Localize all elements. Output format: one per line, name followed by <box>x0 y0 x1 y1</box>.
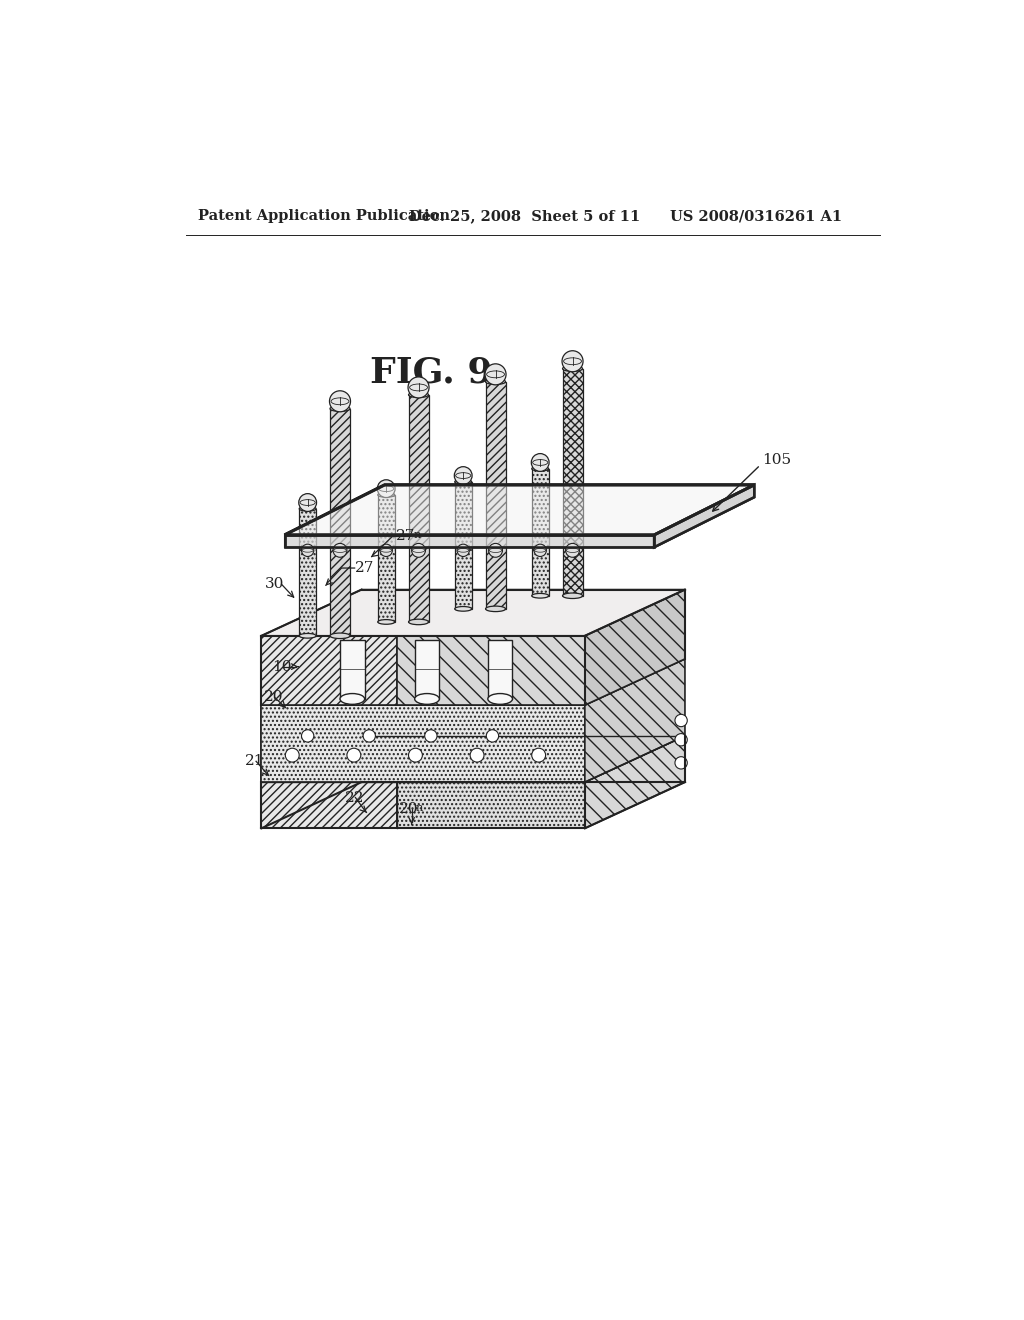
Circle shape <box>286 748 299 762</box>
Text: 21: 21 <box>246 754 265 768</box>
Bar <box>299 508 316 636</box>
Text: 20: 20 <box>398 803 418 816</box>
Text: Dec. 25, 2008  Sheet 5 of 11: Dec. 25, 2008 Sheet 5 of 11 <box>410 209 641 223</box>
Bar <box>487 640 512 700</box>
Text: n: n <box>416 803 423 813</box>
Polygon shape <box>261 636 397 705</box>
Circle shape <box>364 730 376 742</box>
Text: 27: 27 <box>355 561 375 576</box>
Circle shape <box>675 756 687 770</box>
Circle shape <box>330 391 350 412</box>
Circle shape <box>562 351 583 372</box>
Circle shape <box>531 454 549 471</box>
Circle shape <box>380 544 392 557</box>
Circle shape <box>485 364 506 385</box>
Ellipse shape <box>378 492 394 498</box>
Text: 20: 20 <box>264 690 284 705</box>
Polygon shape <box>397 636 585 705</box>
Bar <box>562 368 583 595</box>
Polygon shape <box>654 484 755 548</box>
Circle shape <box>377 479 395 498</box>
Ellipse shape <box>455 606 472 611</box>
Ellipse shape <box>455 479 472 484</box>
Text: n: n <box>413 529 421 540</box>
Polygon shape <box>285 484 755 535</box>
Polygon shape <box>285 535 654 548</box>
Polygon shape <box>397 781 585 829</box>
Polygon shape <box>261 737 685 781</box>
Text: Patent Application Publication: Patent Application Publication <box>199 209 451 223</box>
Circle shape <box>301 544 313 557</box>
Ellipse shape <box>485 379 506 384</box>
Ellipse shape <box>330 405 350 412</box>
Text: US 2008/0316261 A1: US 2008/0316261 A1 <box>670 209 842 223</box>
Bar <box>330 409 350 636</box>
Circle shape <box>675 734 687 746</box>
Circle shape <box>412 544 425 557</box>
Text: 105: 105 <box>762 453 792 467</box>
Circle shape <box>675 714 687 726</box>
Text: 27: 27 <box>396 529 416 543</box>
Circle shape <box>457 544 469 557</box>
Circle shape <box>425 730 437 742</box>
Bar <box>409 395 429 622</box>
Polygon shape <box>261 781 397 829</box>
Circle shape <box>333 544 347 557</box>
Polygon shape <box>285 535 654 548</box>
Circle shape <box>470 748 484 762</box>
Ellipse shape <box>487 693 512 705</box>
Text: 30: 30 <box>264 577 284 591</box>
Bar <box>531 469 549 595</box>
Bar <box>455 482 472 609</box>
Polygon shape <box>261 590 685 636</box>
Ellipse shape <box>562 593 583 598</box>
Ellipse shape <box>409 392 429 397</box>
Bar <box>485 381 506 609</box>
Bar <box>415 640 439 700</box>
Ellipse shape <box>562 366 583 371</box>
Text: 22: 22 <box>345 791 365 804</box>
Circle shape <box>408 378 429 397</box>
Polygon shape <box>261 705 397 781</box>
Bar <box>340 640 365 700</box>
Circle shape <box>486 730 499 742</box>
Ellipse shape <box>340 693 365 705</box>
Circle shape <box>301 730 313 742</box>
Bar <box>378 495 394 622</box>
Text: 10: 10 <box>272 660 292 673</box>
Ellipse shape <box>531 594 549 598</box>
Circle shape <box>565 544 580 557</box>
Circle shape <box>347 748 360 762</box>
Circle shape <box>299 494 316 511</box>
Ellipse shape <box>299 634 316 638</box>
Ellipse shape <box>378 619 394 624</box>
Ellipse shape <box>299 507 316 511</box>
Circle shape <box>531 748 546 762</box>
Ellipse shape <box>330 634 350 639</box>
Circle shape <box>455 467 472 484</box>
Circle shape <box>409 748 422 762</box>
Polygon shape <box>654 484 755 548</box>
Polygon shape <box>261 659 685 705</box>
Ellipse shape <box>415 693 439 705</box>
Ellipse shape <box>531 466 549 471</box>
Text: FIG. 9: FIG. 9 <box>370 355 493 389</box>
Polygon shape <box>585 659 685 781</box>
Polygon shape <box>261 636 585 705</box>
Circle shape <box>535 544 547 557</box>
Polygon shape <box>585 590 685 705</box>
Ellipse shape <box>485 606 506 611</box>
Circle shape <box>488 544 503 557</box>
Polygon shape <box>285 484 755 535</box>
Ellipse shape <box>409 619 429 624</box>
Polygon shape <box>585 737 685 829</box>
Polygon shape <box>261 705 585 781</box>
